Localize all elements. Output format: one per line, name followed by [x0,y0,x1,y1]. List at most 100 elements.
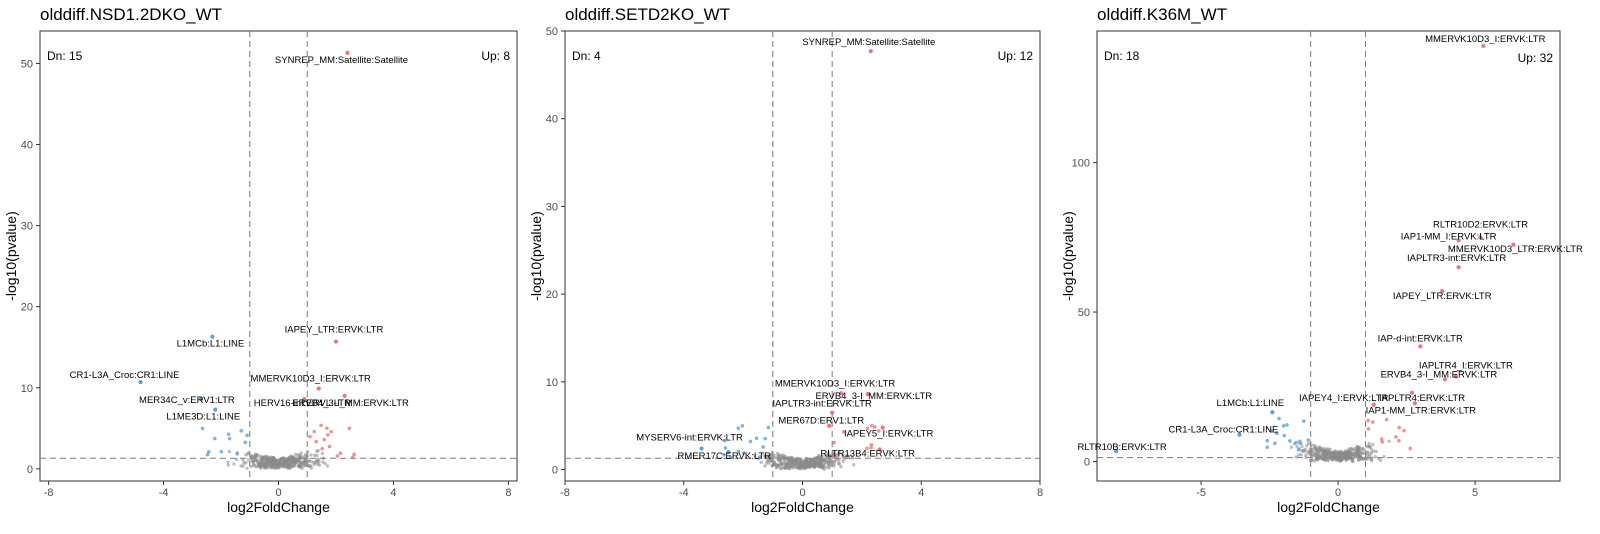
ns-point [1356,458,1361,462]
ns-point [255,459,259,463]
sig-point [741,451,746,455]
ns-point [254,465,258,469]
sig-point [763,436,768,441]
sig-point [329,429,333,434]
sig-point [873,425,877,429]
sig-point [347,426,352,431]
ns-point [321,456,326,461]
point-label: IAP1-MM_I:ERVK:LTR [1401,231,1497,242]
ns-point [1365,457,1369,461]
ns-point [1355,444,1360,449]
sig-point [1397,438,1401,443]
sig-point [748,439,753,444]
down-count: Dn: 4 [572,49,601,63]
point-label: IAP1-MM_LTR:ERVK:LTR [1366,405,1476,416]
sig-point [335,454,340,458]
ns-point [285,461,289,465]
point-label: IAPEY_LTR:ERVK:LTR [1393,291,1492,302]
labelled-point [1478,235,1483,240]
ns-point [1314,457,1318,461]
ns-point [1312,443,1317,448]
point-label: MMERVK10D3_I:ERVK:LTR [251,374,372,385]
point-label: ERVB4_3-I_MM:ERVK:LTR [815,391,932,402]
ns-point [1314,452,1318,456]
sig-point [1265,445,1270,449]
ns-point [1300,444,1304,449]
ns-point [1301,448,1305,453]
sig-point [841,430,846,434]
ns-point [271,462,276,466]
ns-point [305,456,309,460]
sig-point [239,428,244,433]
ns-point [772,455,776,460]
labelled-point [1442,377,1448,382]
sig-point [1408,446,1413,451]
ns-point [771,459,775,463]
sig-point [1379,437,1384,441]
ns-point [807,460,811,465]
ns-point [753,453,757,458]
ns-point [281,456,285,460]
ns-point [763,464,767,468]
ns-point [809,458,813,462]
labelled-point [316,386,321,391]
ns-point [245,466,249,470]
sig-point [1402,428,1406,433]
labelled-point [1412,401,1417,406]
ns-point [1297,453,1301,457]
x-tick-label: 5 [1472,487,1478,499]
sig-point [740,424,745,428]
ns-point [845,453,849,458]
point-label: IAPLTR4_I:ERVK:LTR [1419,360,1513,371]
sig-point [1306,438,1311,442]
ns-point [321,460,325,464]
point-label: MMERVK10D3_LTR:ERVK:LTR [1448,244,1583,255]
ns-point [1340,451,1345,455]
sig-point [850,456,855,460]
point-label: RMER17C:ERVK:LTR [677,451,771,462]
ns-point [762,453,766,457]
ns-point [1299,453,1303,457]
sig-point [1281,424,1286,428]
ns-point [1374,449,1378,454]
sig-point [219,449,224,454]
point-label: L1MCb:L1:LINE [1217,398,1285,409]
ns-point [315,453,319,458]
point-label: MER34C_v:ERV1:LTR [139,395,235,406]
ns-point [312,460,316,465]
sig-point [722,453,726,457]
ns-point [770,452,775,457]
panel-frame [1096,30,1561,482]
ns-point [1309,443,1314,447]
up-count: Up: 8 [481,49,510,63]
ns-point [839,465,843,469]
y-tick-label: 0 [27,464,33,476]
x-tick-label: -8 [44,487,54,499]
point-label: RLTR10D2:ERVK:LTR [1433,219,1528,230]
ns-point [1370,456,1374,460]
ns-point [288,458,293,462]
ns-point [808,465,813,469]
ns-point [1365,450,1370,455]
ns-point [779,466,783,471]
ns-point [813,457,818,462]
sig-point [212,436,217,441]
ns-point [309,460,314,464]
ns-point [821,454,826,458]
y-tick-label: 40 [21,140,33,152]
ns-point [837,458,841,463]
ns-point [1317,454,1321,458]
labelled-point [1453,374,1458,379]
labelled-point [865,392,870,397]
y-tick-label: 50 [546,26,558,38]
ns-point [819,456,824,461]
ns-point [258,465,263,470]
sig-point [1275,431,1279,436]
ns-point [292,464,296,468]
x-tick-label: -4 [159,487,169,499]
ns-point [315,462,320,466]
labelled-point [213,407,218,412]
up-count: Up: 32 [1518,51,1554,65]
ns-point [1313,447,1317,451]
